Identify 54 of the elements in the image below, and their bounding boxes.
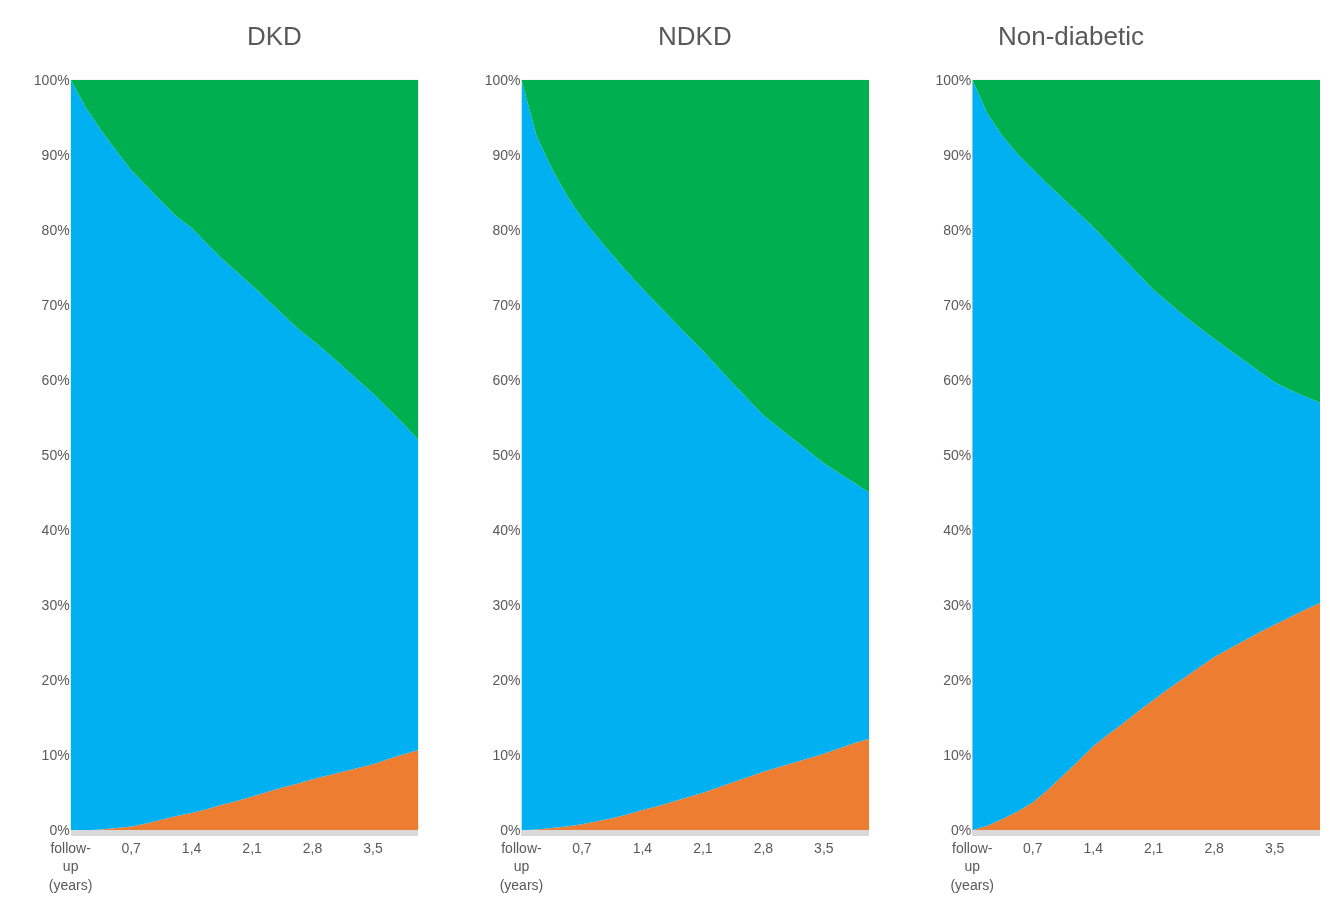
y-tick-label: 100% — [935, 71, 972, 88]
y-tick-label: 0% — [951, 822, 972, 839]
x-tick-label: 1,4 — [181, 840, 202, 857]
y-tick-label: 80% — [41, 221, 70, 238]
x-tick-label: 2,1 — [242, 840, 263, 857]
x-tick-label: 2,8 — [1204, 840, 1225, 857]
x-tick-label: 2,8 — [753, 840, 774, 857]
y-tick-label: 20% — [943, 672, 972, 689]
y-tick-label: 10% — [492, 747, 521, 764]
y-tick-label: 70% — [41, 296, 70, 313]
x-tick-label: 2,1 — [1143, 840, 1164, 857]
y-tick-label: 30% — [943, 597, 972, 614]
y-tick-label: 10% — [943, 747, 972, 764]
y-tick-label: 0% — [500, 822, 521, 839]
chart-title: DKD — [247, 21, 302, 51]
y-tick-label: 90% — [492, 146, 521, 163]
x-tick-label: 1,4 — [1083, 840, 1104, 857]
y-tick-label: 30% — [41, 597, 70, 614]
y-tick-label: 40% — [492, 522, 521, 539]
y-tick-label: 50% — [41, 446, 70, 463]
y-tick-label: 40% — [943, 522, 972, 539]
x-tick-label: 2,8 — [302, 840, 323, 857]
y-tick-label: 10% — [41, 747, 70, 764]
x-tick-label: 0,7 — [121, 840, 142, 857]
y-tick-label: 60% — [492, 371, 521, 388]
y-tick-label: 70% — [492, 296, 521, 313]
y-tick-label: 40% — [41, 522, 70, 539]
y-tick-label: 60% — [943, 371, 972, 388]
y-tick-label: 100% — [484, 71, 521, 88]
y-tick-label: 50% — [492, 446, 521, 463]
y-tick-label: 0% — [49, 822, 70, 839]
x-tick-label: 0,7 — [1022, 840, 1043, 857]
y-tick-label: 100% — [33, 71, 70, 88]
x-tick-label: 3,5 — [363, 840, 383, 857]
y-tick-label: 30% — [492, 597, 521, 614]
y-tick-label: 20% — [492, 672, 521, 689]
x-tick-label: 0,7 — [572, 840, 592, 857]
chart-title: Non-diabetic — [998, 21, 1144, 51]
x-tick-label: follow-up (years) — [950, 840, 995, 893]
y-tick-label: 90% — [41, 146, 70, 163]
x-tick-label: 2,1 — [693, 840, 713, 857]
y-tick-label: 90% — [943, 146, 972, 163]
chart-title: NDKD — [658, 21, 732, 51]
y-tick-label: 50% — [943, 446, 972, 463]
y-tick-label: 80% — [492, 221, 521, 238]
x-tick-label: follow-up (years) — [499, 840, 544, 893]
y-tick-label: 80% — [943, 221, 972, 238]
x-tick-label: 3,5 — [1264, 840, 1285, 857]
x-tick-label: follow-up (years) — [48, 840, 93, 893]
x-tick-label: 3,5 — [814, 840, 834, 857]
x-tick-label: 1,4 — [632, 840, 653, 857]
y-tick-label: 70% — [943, 296, 972, 313]
y-tick-label: 20% — [41, 672, 70, 689]
y-tick-label: 60% — [41, 371, 70, 388]
